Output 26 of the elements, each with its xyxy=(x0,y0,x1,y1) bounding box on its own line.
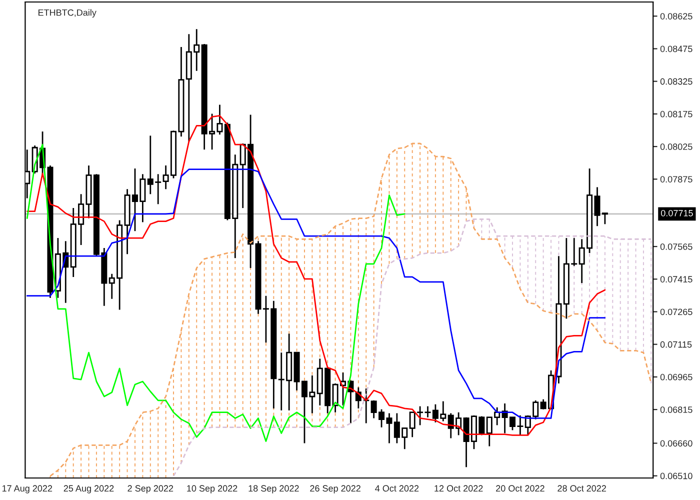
ref-line-label: 0.07715 xyxy=(660,210,693,216)
y-tick-label: 0.08025 xyxy=(660,144,692,150)
y-tick-label: 0.06815 xyxy=(660,406,692,413)
y-tick-label: 0.06510 xyxy=(660,472,692,480)
y-tick-label: 0.07115 xyxy=(660,341,692,348)
y-tick-label: 0.08175 xyxy=(660,110,692,118)
x-tick-label: 26 Sep 2022 xyxy=(310,485,360,494)
y-tick-label: 0.07875 xyxy=(660,176,692,182)
y-tick-label: 0.08475 xyxy=(660,46,692,52)
x-tick-label: 4 Oct 2022 xyxy=(375,485,419,492)
y-tick-label: 0.08325 xyxy=(660,78,692,85)
y-tick-label: 0.07565 xyxy=(660,243,692,250)
y-tick-label: 0.07265 xyxy=(660,308,692,316)
text: ETHBTC,Daily xyxy=(38,9,96,18)
x-tick-label: 17 Aug 2022 xyxy=(2,485,52,494)
x-tick-label: 28 Oct 2022 xyxy=(558,485,606,492)
x-tick-label: 10 Sep 2022 xyxy=(187,485,238,494)
y-tick-label: 0.08625 xyxy=(660,13,692,20)
y-tick-label: 0.06965 xyxy=(660,374,692,380)
x-tick-label: 2 Sep 2022 xyxy=(128,485,174,494)
x-tick-label: 18 Sep 2022 xyxy=(248,485,299,494)
x-tick-label: 25 Aug 2022 xyxy=(64,485,114,494)
x-tick-label: 12 Oct 2022 xyxy=(434,485,483,492)
y-tick-label: 0.06660 xyxy=(660,440,692,447)
x-tick-label: 20 Oct 2022 xyxy=(496,485,544,492)
y-tick-label: 0.07415 xyxy=(660,276,692,282)
